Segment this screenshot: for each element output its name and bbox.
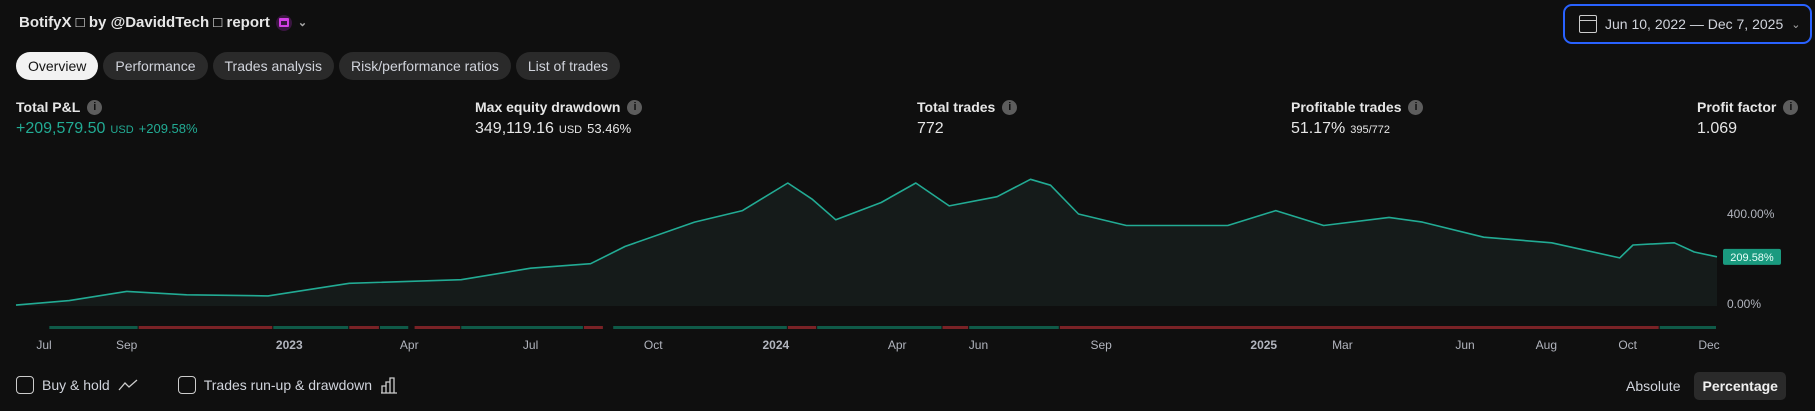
stat-label: Total trades (917, 99, 996, 115)
tab-overview[interactable]: Overview (16, 52, 99, 80)
stat-label: Profit factor (1697, 99, 1777, 115)
trade-segment-win (1659, 326, 1716, 329)
last-value-tag (1723, 248, 1781, 265)
stat-percent: +209.58% (138, 121, 198, 136)
checkbox[interactable] (16, 376, 34, 394)
stat-max-drawdown: Max equity drawdown i 349,119.16 USD 53.46% (475, 99, 643, 138)
x-tick-label: Apr (888, 338, 907, 352)
trade-segment-loss (349, 326, 379, 329)
x-tick-label: Oct (644, 338, 663, 352)
stat-unit: USD (558, 124, 583, 136)
strategy-title-menu[interactable]: BotifyX □ by @DaviddTech □ report ⌄ (19, 14, 307, 31)
x-tick-label: 2024 (762, 338, 789, 352)
x-tick-label: Jun (1455, 338, 1474, 352)
strategy-title: BotifyX □ by @DaviddTech □ report (19, 14, 270, 31)
equity-area (16, 179, 1717, 306)
info-icon[interactable]: i (87, 99, 103, 115)
bar-chart-icon (381, 377, 398, 394)
trade-segment-loss (414, 326, 461, 329)
checkbox[interactable] (177, 376, 196, 394)
trade-segment-win (379, 326, 409, 329)
scale-mode-toggle: Absolute Percentage (1618, 372, 1786, 400)
stat-total-trades: Total trades i 772 (917, 99, 1018, 138)
equity-chart[interactable]: Jul Sep 2023 Apr Jul Oct 2024 Apr Jun Sep 2025 Mar J… (0, 150, 1815, 360)
chevron-down-icon: ⌄ (297, 17, 308, 29)
x-tick-label: Jun (969, 338, 988, 352)
x-tick-label: Jul (523, 338, 538, 352)
info-icon[interactable]: i (1408, 99, 1424, 115)
x-tick-label: 2023 (276, 338, 303, 352)
line-chart-icon (118, 379, 138, 391)
stat-unit: USD (110, 124, 134, 136)
trade-segment-win (817, 326, 942, 329)
x-tick-label: Apr (400, 338, 419, 352)
stat-label: Total P&L (16, 99, 81, 115)
chevron-down-icon: ⌄ (1791, 18, 1801, 31)
stat-value: 349,119.16 (475, 120, 554, 137)
stat-sub: 395/772 (1350, 124, 1391, 136)
info-icon[interactable]: i (1002, 99, 1018, 115)
stat-label: Max equity drawdown (475, 99, 621, 115)
trade-segment-loss (138, 326, 273, 329)
info-icon[interactable]: i (1783, 99, 1799, 115)
stat-value: 772 (917, 120, 944, 137)
tab-trades-analysis[interactable]: Trades analysis (212, 52, 335, 80)
y-tick-label: 0.00% (1727, 297, 1761, 311)
y-tick-label: 400.00% (1727, 207, 1775, 221)
x-tick-label: Mar (1332, 338, 1353, 352)
trade-segment-loss (1059, 326, 1659, 329)
stat-percent: 53.46% (587, 121, 632, 136)
trade-segment-win (273, 326, 349, 329)
checkbox-label: Trades run-up & drawdown (203, 377, 373, 393)
tab-performance[interactable]: Performance (103, 52, 208, 80)
stat-label: Profitable trades (1291, 99, 1402, 115)
trade-segment-loss (942, 326, 969, 329)
calendar-badge-icon (275, 14, 292, 31)
stat-value: 51.17% (1291, 120, 1346, 137)
report-tabs: Overview Performance Trades analysis Ris… (16, 52, 621, 80)
trade-segment-win (969, 326, 1059, 329)
stat-total-pnl: Total P&L i +209,579.50 USD +209.58% (16, 99, 198, 138)
x-tick-label: Oct (1618, 338, 1637, 352)
buy-hold-checkbox[interactable]: Buy & hold (16, 376, 138, 394)
x-tick-label: Sep (116, 338, 138, 352)
equity-line (15, 178, 1718, 306)
date-range-text: Jun 10, 2022 — Dec 7, 2025 (1605, 16, 1784, 32)
trade-segment-win (613, 326, 787, 329)
last-value-label: 209.58% (1730, 252, 1774, 264)
x-tick-label: Aug (1536, 338, 1557, 352)
info-icon[interactable]: i (627, 99, 643, 115)
checkbox-label: Buy & hold (42, 377, 110, 393)
x-tick-label: 2025 (1250, 338, 1277, 352)
trade-segment-loss (583, 326, 603, 329)
trade-segment-win (49, 326, 138, 329)
date-range-picker[interactable]: Jun 10, 2022 — Dec 7, 2025 ⌄ (1563, 4, 1812, 44)
x-tick-label: Sep (1090, 338, 1112, 352)
stat-profitable-trades: Profitable trades i 51.17% 395/772 (1291, 99, 1424, 138)
stat-value: 1.069 (1697, 120, 1738, 137)
stat-value: +209,579.50 (16, 120, 106, 137)
percentage-button[interactable]: Percentage (1694, 372, 1786, 400)
x-tick-label: Jul (36, 338, 51, 352)
tab-risk-ratios[interactable]: Risk/performance ratios (339, 52, 511, 80)
tab-list-of-trades[interactable]: List of trades (515, 52, 621, 80)
chart-options: Buy & hold Trades run-up & drawdown (16, 376, 398, 394)
absolute-button[interactable]: Absolute (1626, 378, 1681, 394)
trade-segment-loss (787, 326, 817, 329)
runup-drawdown-checkbox[interactable]: Trades run-up & drawdown (177, 376, 398, 394)
stat-profit-factor: Profit factor i 1.069 (1697, 99, 1799, 138)
calendar-icon (1579, 15, 1597, 33)
x-tick-label: Dec (1698, 338, 1719, 352)
trade-segment-win (461, 326, 583, 329)
